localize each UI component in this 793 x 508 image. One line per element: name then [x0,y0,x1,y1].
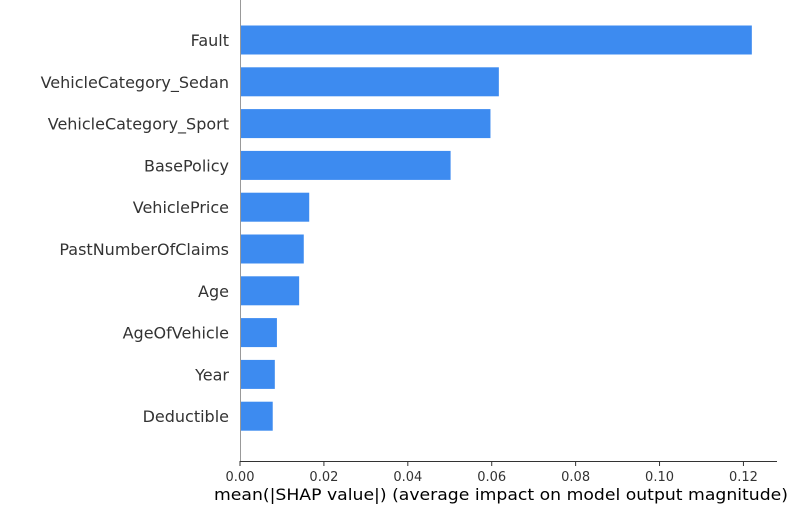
x-tick-label: 0.02 [309,470,338,485]
category-label: VehicleCategory_Sport [48,115,229,135]
x-tick-label: 0.10 [645,470,674,485]
bar-fault [240,25,752,55]
x-tick-label: 0.00 [226,470,255,485]
category-label: PastNumberOfClaims [59,240,229,259]
bar-vehiclecategory-sedan [240,67,499,97]
x-tick-label: 0.08 [561,470,590,485]
bars-group [240,25,752,431]
bar-deductible [240,401,273,431]
category-label: AgeOfVehicle [123,324,229,343]
category-label: Year [194,365,229,384]
category-label: VehiclePrice [133,198,229,217]
category-label: Deductible [143,407,229,426]
x-tick-label: 0.12 [729,470,758,485]
bar-age [240,276,300,306]
bar-basepolicy [240,150,451,180]
category-label: Fault [191,31,229,50]
category-label: Age [198,282,229,301]
x-tick-label: 0.06 [477,470,506,485]
category-labels: Fault VehicleCategory_Sedan VehicleCategor… [41,31,230,426]
bar-vehicleprice [240,192,310,222]
bar-vehiclecategory-sport [240,109,491,139]
x-axis-label: mean(|SHAP value|) (average impact on mo… [214,485,788,504]
bar-year [240,359,275,389]
category-label: BasePolicy [144,156,229,175]
category-label: VehicleCategory_Sedan [41,73,229,93]
x-tick-label: 0.04 [393,470,422,485]
x-axis-ticks: 0.00 0.02 0.04 0.06 0.08 0.10 0.12 [226,461,758,485]
bar-pastnumberofclaims [240,234,304,264]
bar-ageofvehicle [240,318,277,348]
